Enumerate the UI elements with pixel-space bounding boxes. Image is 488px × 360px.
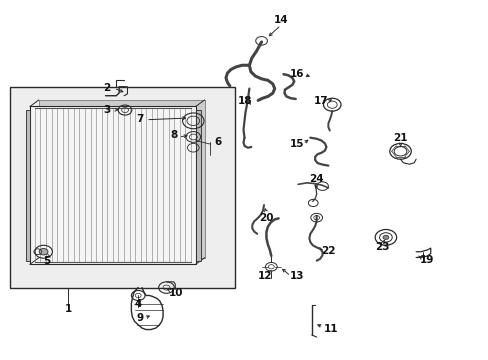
Text: 12: 12 bbox=[257, 271, 272, 281]
Text: 15: 15 bbox=[289, 139, 304, 149]
Text: 18: 18 bbox=[238, 96, 252, 106]
Text: 4: 4 bbox=[134, 299, 142, 309]
Circle shape bbox=[39, 248, 48, 255]
Bar bbox=[10, 87, 234, 288]
Text: 8: 8 bbox=[170, 130, 177, 140]
Text: 7: 7 bbox=[136, 114, 143, 124]
Polygon shape bbox=[39, 100, 204, 258]
Circle shape bbox=[382, 235, 388, 239]
Polygon shape bbox=[26, 110, 30, 261]
Text: 1: 1 bbox=[64, 304, 71, 314]
Text: 5: 5 bbox=[43, 256, 51, 266]
Text: 10: 10 bbox=[169, 288, 183, 298]
Text: 9: 9 bbox=[136, 313, 143, 323]
Polygon shape bbox=[30, 107, 195, 264]
Text: 16: 16 bbox=[289, 69, 304, 79]
Text: 3: 3 bbox=[103, 105, 110, 115]
Text: 19: 19 bbox=[419, 255, 434, 265]
Polygon shape bbox=[195, 110, 200, 261]
Text: 14: 14 bbox=[273, 15, 288, 26]
Text: 13: 13 bbox=[289, 271, 304, 281]
Text: 22: 22 bbox=[321, 246, 335, 256]
Text: 21: 21 bbox=[392, 133, 407, 143]
Text: 2: 2 bbox=[103, 83, 110, 93]
Text: 17: 17 bbox=[314, 96, 328, 106]
Text: 6: 6 bbox=[214, 138, 221, 147]
Text: 23: 23 bbox=[374, 242, 388, 252]
Text: 20: 20 bbox=[259, 213, 273, 222]
Text: 11: 11 bbox=[324, 324, 338, 334]
Text: 24: 24 bbox=[309, 174, 324, 184]
